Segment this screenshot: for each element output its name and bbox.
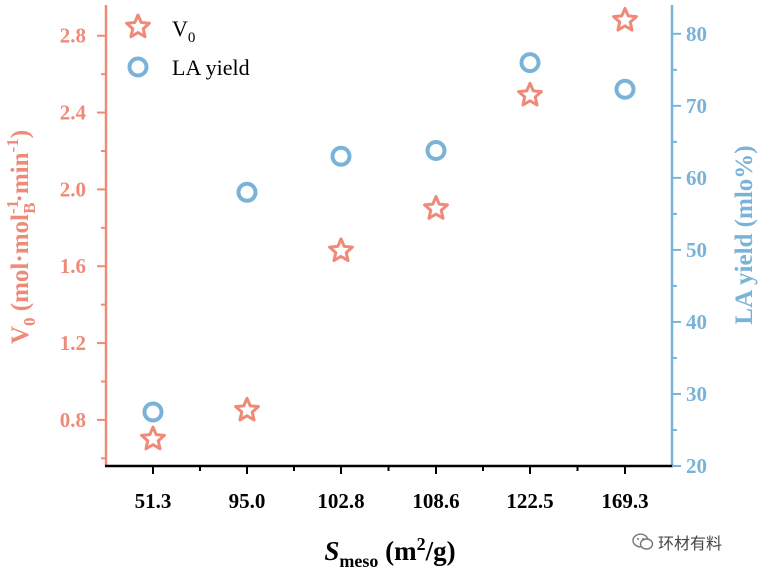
series-marks: [140, 6, 638, 451]
y-axis-right-label: LA yield (mlo%): [731, 145, 758, 324]
v0-point: [234, 396, 260, 422]
y-left-ticks: 0.8 1.2 1.6 2.0 2.4 2.8: [60, 24, 106, 460]
wechat-icon: [632, 533, 654, 550]
legend-label-v0: V0: [172, 16, 195, 46]
la-yield-point: [330, 145, 352, 167]
la-yield-point: [519, 52, 541, 74]
legend-star-marker: [125, 13, 151, 39]
y-left-tick-label: 1.2: [60, 331, 86, 355]
y-right-ticks: 20 30 40 50 60 70 80: [672, 22, 707, 478]
y-left-tick-label: 2.8: [60, 24, 86, 48]
y-right-tick-label: 60: [686, 166, 707, 190]
v0-point: [140, 425, 166, 451]
y-left-tick-label: 1.6: [60, 254, 86, 278]
x-tick-label: 108.6: [412, 489, 459, 513]
x-tick-label: 95.0: [229, 489, 266, 513]
legend-label-la-yield: LA yield: [172, 55, 250, 80]
y-right-tick-label: 50: [686, 238, 707, 262]
v0-point: [328, 237, 354, 263]
y-left-tick-label: 0.8: [60, 408, 86, 432]
la-yield-point: [236, 181, 258, 203]
x-tick-label: 51.3: [135, 489, 172, 513]
v0-point: [423, 195, 449, 220]
y-right-tick-label: 20: [686, 454, 707, 478]
v0-point: [612, 6, 638, 32]
x-tick-label: 169.3: [601, 489, 648, 513]
x-axis-label: Smeso (m2/g): [324, 534, 455, 571]
la-yield-point: [142, 401, 164, 423]
y-right-tick-label: 80: [686, 22, 707, 46]
watermark: 环材有料: [632, 530, 722, 554]
y-right-tick-label: 70: [686, 94, 707, 118]
la-yield-point: [614, 78, 636, 100]
la-yield-point: [425, 140, 447, 162]
y-left-tick-label: 2.4: [60, 101, 87, 125]
x-tick-label: 102.8: [317, 489, 364, 513]
x-tick-label: 122.5: [506, 489, 553, 513]
watermark-text: 环材有料: [658, 534, 723, 553]
y-axis-left-label: V0 (mol·mol-1B·min-1): [3, 130, 39, 344]
x-ticks: 51.3 95.0 102.8 108.6 122.5 169.3: [135, 466, 649, 513]
y-right-tick-label: 40: [686, 310, 707, 334]
y-left-tick-label: 2.0: [60, 177, 86, 201]
v0-point: [517, 81, 543, 107]
y-right-tick-label: 30: [686, 382, 707, 406]
legend: V0 LA yield: [125, 13, 250, 80]
legend-circle-marker: [127, 56, 149, 78]
